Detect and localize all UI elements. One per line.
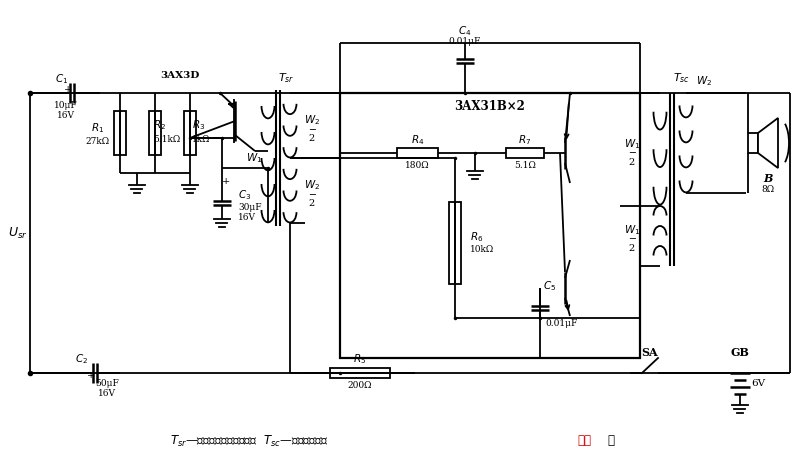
Text: $T_{sr}$—输入变压器（单端）；  $T_{sc}$—输出变压器（: $T_{sr}$—输入变压器（单端）； $T_{sc}$—输出变压器（ bbox=[169, 433, 328, 449]
Polygon shape bbox=[757, 118, 777, 168]
Bar bbox=[340, 93, 639, 358]
Text: $R_1$: $R_1$ bbox=[92, 121, 105, 135]
Text: $T_{sc}$: $T_{sc}$ bbox=[672, 71, 689, 85]
Text: 8Ω: 8Ω bbox=[761, 184, 774, 194]
Text: $R_5$: $R_5$ bbox=[353, 352, 366, 366]
Text: +: + bbox=[64, 86, 72, 94]
Text: $R_2$: $R_2$ bbox=[152, 118, 165, 132]
Text: $C_2$: $C_2$ bbox=[75, 352, 88, 366]
Text: $W_2$: $W_2$ bbox=[695, 74, 711, 88]
Text: 27kΩ: 27kΩ bbox=[86, 137, 110, 145]
Text: $C_5$: $C_5$ bbox=[543, 279, 556, 293]
Text: 2: 2 bbox=[628, 158, 634, 167]
Bar bbox=[148, 111, 161, 155]
Text: ）: ） bbox=[607, 434, 613, 448]
Text: 3AX3D: 3AX3D bbox=[160, 70, 200, 80]
Text: $R_3$: $R_3$ bbox=[191, 118, 205, 132]
Text: 200Ω: 200Ω bbox=[347, 382, 371, 390]
Text: 0.01μF: 0.01μF bbox=[544, 319, 577, 327]
Text: $U_{sr}$: $U_{sr}$ bbox=[8, 225, 28, 241]
Text: 推扰: 推扰 bbox=[577, 434, 590, 448]
Text: SA: SA bbox=[641, 348, 658, 358]
Text: $C_4$: $C_4$ bbox=[457, 24, 471, 38]
Text: B: B bbox=[762, 173, 772, 183]
Text: ─: ─ bbox=[309, 126, 315, 135]
Text: +: + bbox=[87, 371, 95, 381]
Text: 3AX31B×2: 3AX31B×2 bbox=[454, 100, 525, 113]
Text: $W_1$: $W_1$ bbox=[246, 151, 262, 165]
Text: 0.01μF: 0.01μF bbox=[448, 37, 481, 45]
Bar bbox=[184, 111, 195, 155]
Text: 50μF: 50μF bbox=[95, 378, 118, 388]
Bar bbox=[448, 202, 461, 284]
Bar bbox=[747, 133, 757, 153]
Text: +: + bbox=[221, 176, 230, 186]
Bar bbox=[329, 368, 390, 378]
Text: 2: 2 bbox=[308, 199, 315, 208]
Text: $R_7$: $R_7$ bbox=[517, 133, 531, 147]
Text: 16V: 16V bbox=[57, 111, 75, 119]
Text: $W_1$: $W_1$ bbox=[623, 224, 639, 238]
Text: $C_1$: $C_1$ bbox=[55, 72, 69, 86]
Text: 1kΩ: 1kΩ bbox=[191, 136, 210, 144]
Text: 30μF: 30μF bbox=[238, 202, 261, 212]
Text: $T_{sr}$: $T_{sr}$ bbox=[277, 71, 294, 85]
Text: $C_3$: $C_3$ bbox=[238, 188, 251, 202]
Text: ─: ─ bbox=[629, 235, 634, 244]
Text: 2: 2 bbox=[628, 244, 634, 253]
Text: $W_2$: $W_2$ bbox=[303, 179, 320, 193]
Text: 10kΩ: 10kΩ bbox=[470, 245, 494, 255]
Text: ─: ─ bbox=[309, 191, 315, 200]
Bar bbox=[397, 148, 438, 158]
Text: 10μF: 10μF bbox=[54, 100, 78, 110]
Text: 16V: 16V bbox=[98, 388, 116, 398]
Text: GB: GB bbox=[730, 348, 749, 358]
Bar bbox=[505, 148, 543, 158]
Text: 5.1kΩ: 5.1kΩ bbox=[152, 136, 180, 144]
Text: $W_1$: $W_1$ bbox=[623, 138, 639, 151]
Text: $R_6$: $R_6$ bbox=[470, 230, 483, 244]
Text: $R_4$: $R_4$ bbox=[410, 133, 423, 147]
Bar bbox=[114, 111, 126, 155]
Text: 16V: 16V bbox=[238, 213, 255, 223]
Text: ─: ─ bbox=[629, 149, 634, 158]
Text: $W_2$: $W_2$ bbox=[303, 113, 320, 127]
Text: 5.1Ω: 5.1Ω bbox=[513, 161, 535, 169]
Text: 2: 2 bbox=[308, 134, 315, 143]
Text: 6V: 6V bbox=[750, 378, 764, 388]
Text: 180Ω: 180Ω bbox=[405, 161, 429, 169]
